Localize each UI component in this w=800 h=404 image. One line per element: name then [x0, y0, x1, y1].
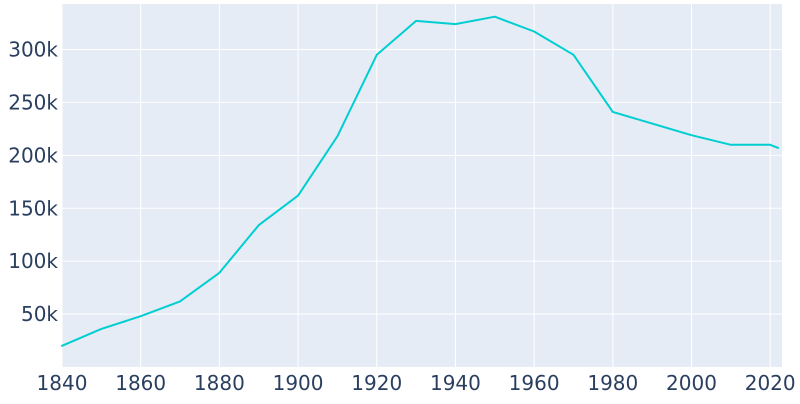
plot-background [62, 4, 782, 367]
x-tick-label: 1940 [430, 371, 481, 395]
data-point [336, 135, 338, 137]
y-tick-label: 300k [8, 38, 58, 62]
data-point [297, 195, 299, 197]
x-tick-label: 2000 [666, 371, 717, 395]
data-point [730, 144, 732, 146]
population-series-line [61, 15, 780, 347]
x-gridlines [61, 4, 771, 367]
data-point [651, 123, 653, 125]
x-tick-label: 1960 [509, 371, 560, 395]
data-point [777, 147, 779, 149]
y-gridlines [62, 49, 782, 315]
data-point [415, 20, 417, 22]
data-point [218, 272, 220, 274]
data-point [769, 144, 771, 146]
data-point [612, 111, 614, 113]
x-tick-label: 1880 [194, 371, 245, 395]
x-tick-label: 1920 [351, 371, 402, 395]
data-point [140, 315, 142, 317]
data-point [100, 328, 102, 330]
x-axis-ticks: 1840 1860 1880 1900 1920 1940 1960 1980 2000 2020 [37, 371, 796, 395]
x-tick-label: 1840 [37, 371, 88, 395]
x-tick-label: 2020 [745, 371, 796, 395]
data-point [494, 16, 496, 18]
data-point [61, 345, 63, 347]
x-tick-label: 1860 [115, 371, 166, 395]
data-point [454, 23, 456, 25]
x-tick-label: 1900 [273, 371, 324, 395]
data-point [258, 224, 260, 226]
y-tick-label: 200k [8, 143, 58, 167]
y-axis-ticks: 50k 100k 150k 200k 250k 300k [8, 38, 58, 327]
y-tick-label: 50k [21, 302, 58, 326]
data-point [179, 300, 181, 302]
data-point [572, 54, 574, 56]
y-tick-label: 150k [8, 196, 58, 220]
y-tick-label: 250k [8, 90, 58, 114]
series-layer [61, 15, 780, 347]
data-point [376, 54, 378, 56]
x-tick-label: 1980 [587, 371, 638, 395]
data-point [533, 31, 535, 33]
y-tick-label: 100k [8, 249, 58, 273]
data-point [691, 134, 693, 136]
